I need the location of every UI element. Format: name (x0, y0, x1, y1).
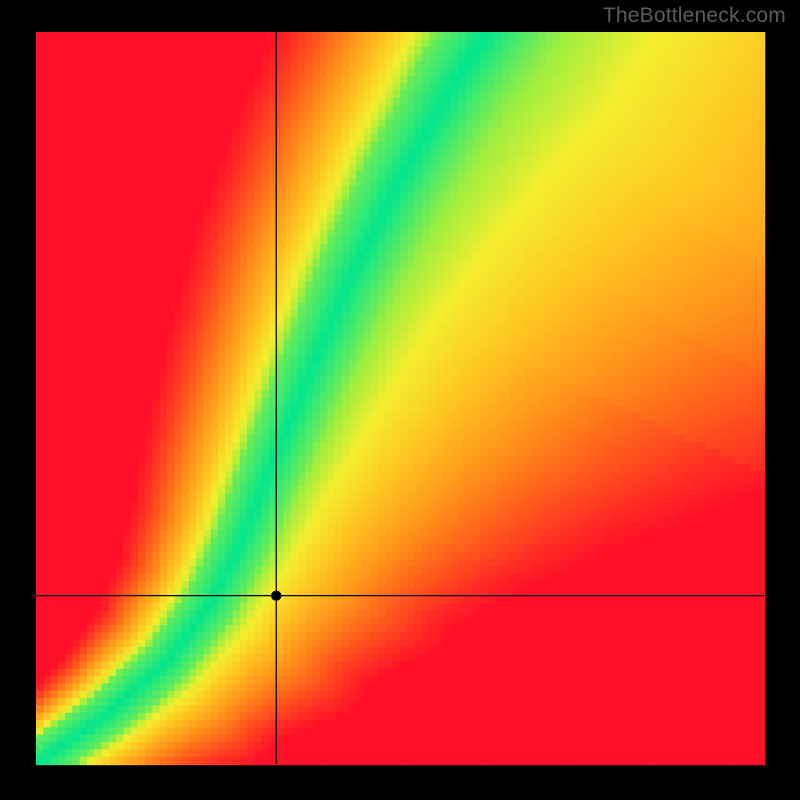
watermark-text: TheBottleneck.com (603, 4, 786, 28)
bottleneck-heatmap (0, 0, 800, 800)
chart-container: TheBottleneck.com (0, 0, 800, 800)
